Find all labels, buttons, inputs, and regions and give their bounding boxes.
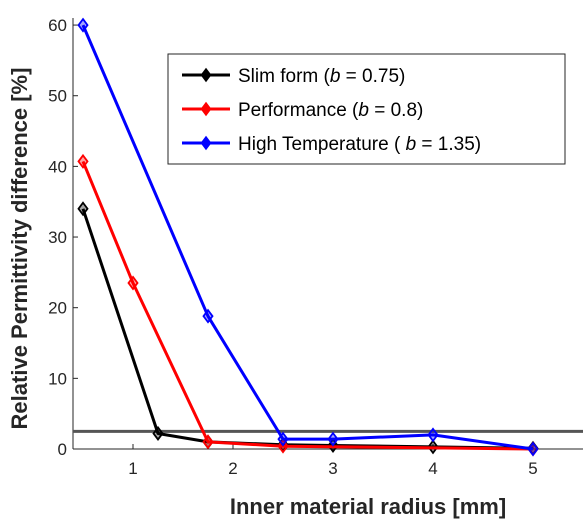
data-point-marker <box>127 275 139 291</box>
legend-label-variable: b <box>330 66 341 87</box>
y-tick-label: 60 <box>48 16 67 35</box>
data-point-marker <box>152 425 164 441</box>
series-ff0000 <box>77 153 539 457</box>
legend: Slim form (b = 0.75)Performance (b = 0.8… <box>167 53 566 165</box>
data-point-marker <box>202 434 214 450</box>
data-point-marker <box>77 201 89 217</box>
legend-entry-label: High Temperature ( b = 1.35) <box>238 134 481 155</box>
series-0000ff <box>77 17 539 457</box>
legend-swatch-marker <box>200 135 212 151</box>
y-tick-label: 30 <box>48 228 67 247</box>
x-tick-label: 1 <box>128 459 137 478</box>
legend-label-variable: b <box>406 134 417 155</box>
data-point-marker <box>327 431 339 447</box>
legend-entry-label: Slim form (b = 0.75) <box>238 66 405 87</box>
y-tick-label: 10 <box>48 369 67 388</box>
series-000000 <box>77 201 539 456</box>
y-tick-label: 0 <box>58 440 67 459</box>
x-tick-label: 2 <box>228 459 237 478</box>
legend-entry-label: Performance (b = 0.8) <box>238 100 423 121</box>
x-tick-label: 3 <box>328 459 337 478</box>
legend-label-prefix: Slim form ( <box>238 66 331 87</box>
y-tick-label: 20 <box>48 299 67 318</box>
series-line <box>81 24 534 451</box>
series-line <box>81 160 534 451</box>
data-point-marker <box>277 431 289 447</box>
x-tick-label: 4 <box>428 459 437 478</box>
series-line <box>81 208 534 450</box>
x-axis-label: Inner material radius [mm] <box>230 494 506 519</box>
legend-label-suffix: = 0.75) <box>340 66 405 87</box>
legend-label-suffix: = 1.35) <box>416 134 481 155</box>
legend-label-prefix: High Temperature ( <box>238 134 406 155</box>
x-tick-label: 5 <box>528 459 537 478</box>
legend-box <box>167 53 566 165</box>
y-tick-label: 40 <box>48 157 67 176</box>
y-tick-label: 50 <box>48 87 67 106</box>
data-point-marker <box>527 441 539 457</box>
data-point-marker <box>77 153 89 169</box>
data-point-marker <box>77 17 89 33</box>
legend-swatch-marker <box>200 67 212 83</box>
legend-label-variable: b <box>358 100 369 121</box>
legend-swatch-marker <box>200 101 212 117</box>
data-point-marker <box>427 427 439 443</box>
y-axis-label: Relative Permittivity difference [%] <box>7 68 32 430</box>
data-point-marker <box>202 308 214 324</box>
legend-label-suffix: = 0.8) <box>369 100 423 121</box>
series-layer <box>77 17 539 457</box>
legend-label-prefix: Performance ( <box>238 100 359 121</box>
